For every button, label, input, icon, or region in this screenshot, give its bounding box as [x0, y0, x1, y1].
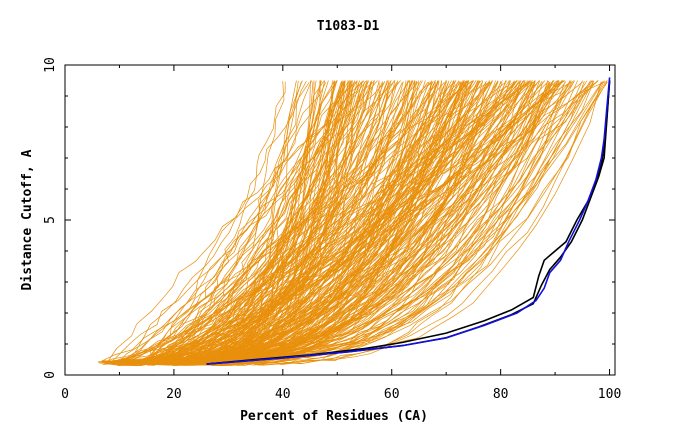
model-line — [140, 80, 572, 365]
model-line — [188, 81, 286, 364]
model-line — [195, 80, 510, 362]
model-line — [167, 80, 529, 363]
model-line — [98, 80, 473, 363]
chart-title: T1083-D1 — [317, 19, 380, 34]
model-line — [134, 80, 395, 364]
x-tick-label: 20 — [166, 387, 182, 402]
model-line — [212, 80, 477, 364]
x-tick-label: 60 — [384, 387, 400, 402]
model-line — [161, 80, 536, 364]
model-line — [104, 81, 603, 363]
model-line — [214, 80, 564, 364]
y-tick-label: 10 — [43, 57, 58, 73]
model-line — [114, 80, 532, 364]
model-line — [203, 81, 483, 364]
model-line — [116, 81, 491, 365]
highlight-line-1 — [206, 80, 611, 365]
model-line — [216, 80, 608, 367]
y-axis-label: Distance Cutoff, A — [20, 149, 35, 290]
model-line — [192, 80, 546, 362]
x-axis-ticks: 0 20 40 60 80 100 — [61, 65, 621, 402]
model-line — [163, 80, 566, 363]
y-tick-label: 0 — [43, 371, 58, 379]
model-line — [192, 80, 401, 361]
model-line — [154, 80, 392, 363]
model-line — [114, 82, 397, 365]
highlight-line-3 — [206, 77, 611, 365]
model-line — [145, 80, 593, 364]
background-model-lines — [97, 80, 608, 367]
x-axis-label: Percent of Residues (CA) — [240, 409, 428, 424]
model-line — [192, 80, 365, 364]
model-line — [181, 80, 540, 364]
model-line — [167, 80, 585, 366]
model-line — [102, 81, 492, 364]
model-line — [124, 81, 583, 363]
model-line — [126, 80, 536, 363]
model-line — [108, 80, 468, 362]
model-line — [114, 82, 550, 365]
model-line — [111, 81, 575, 364]
model-line — [149, 80, 594, 364]
model-line — [215, 80, 549, 364]
x-tick-label: 100 — [598, 387, 621, 402]
model-line — [106, 81, 362, 364]
model-line — [107, 81, 419, 365]
x-tick-label: 40 — [275, 387, 291, 402]
highlighted-model-lines — [206, 77, 611, 365]
model-line — [143, 81, 375, 366]
model-line — [125, 80, 605, 365]
model-line — [110, 81, 386, 363]
model-line — [175, 80, 575, 364]
model-line — [123, 80, 367, 365]
model-line — [118, 82, 491, 365]
model-line — [179, 81, 561, 363]
model-line — [148, 80, 558, 364]
model-line — [176, 82, 462, 362]
x-tick-label: 80 — [493, 387, 509, 402]
model-line — [128, 80, 473, 361]
model-line — [157, 81, 572, 363]
model-line — [125, 80, 583, 365]
model-line — [165, 80, 350, 364]
model-line — [141, 81, 413, 362]
model-line — [137, 80, 526, 362]
model-line — [212, 80, 440, 364]
model-line — [175, 80, 533, 365]
model-line — [123, 81, 429, 362]
model-line — [125, 81, 357, 363]
model-line — [203, 81, 602, 365]
model-line — [175, 81, 439, 363]
y-axis-ticks: 0 5 10 — [43, 57, 615, 379]
model-line — [139, 80, 598, 364]
y-tick-label: 5 — [43, 216, 58, 224]
x-tick-label: 0 — [61, 387, 69, 402]
